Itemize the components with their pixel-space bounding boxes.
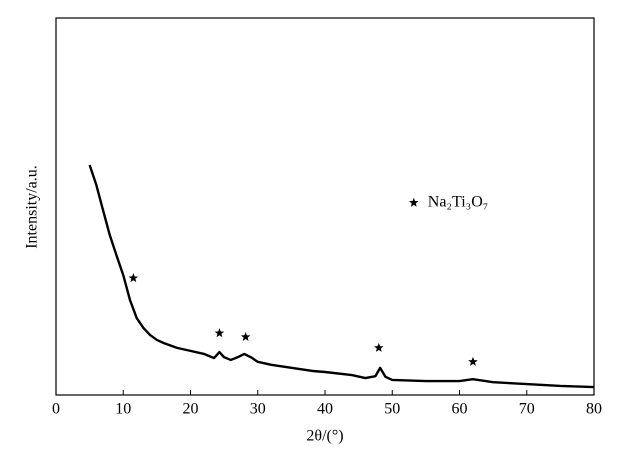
intensity-curve xyxy=(88,164,595,389)
peak-marker xyxy=(214,328,225,338)
y-axis-label: Intensity/a.u. xyxy=(24,165,41,249)
peak-marker xyxy=(468,356,478,366)
x-tick-label: 40 xyxy=(317,401,333,418)
plot-frame xyxy=(55,17,595,396)
x-tick-label: 10 xyxy=(115,401,131,418)
x-tick-label: 50 xyxy=(384,401,400,418)
x-tick-label: 20 xyxy=(183,401,199,418)
legend-label: Na₂Ti₃O₇ xyxy=(428,193,489,210)
peak-marker xyxy=(128,273,139,283)
x-tick-label: 70 xyxy=(519,401,535,418)
x-tick-label: 60 xyxy=(452,401,468,418)
x-tick-label: 80 xyxy=(586,401,602,418)
x-tick-label: 0 xyxy=(52,401,60,418)
x-tick-label: 30 xyxy=(250,401,266,418)
peak-marker xyxy=(240,331,251,341)
legend-marker xyxy=(409,197,419,207)
peak-marker xyxy=(374,342,384,352)
x-axis-label: 2θ/(°) xyxy=(306,428,343,445)
